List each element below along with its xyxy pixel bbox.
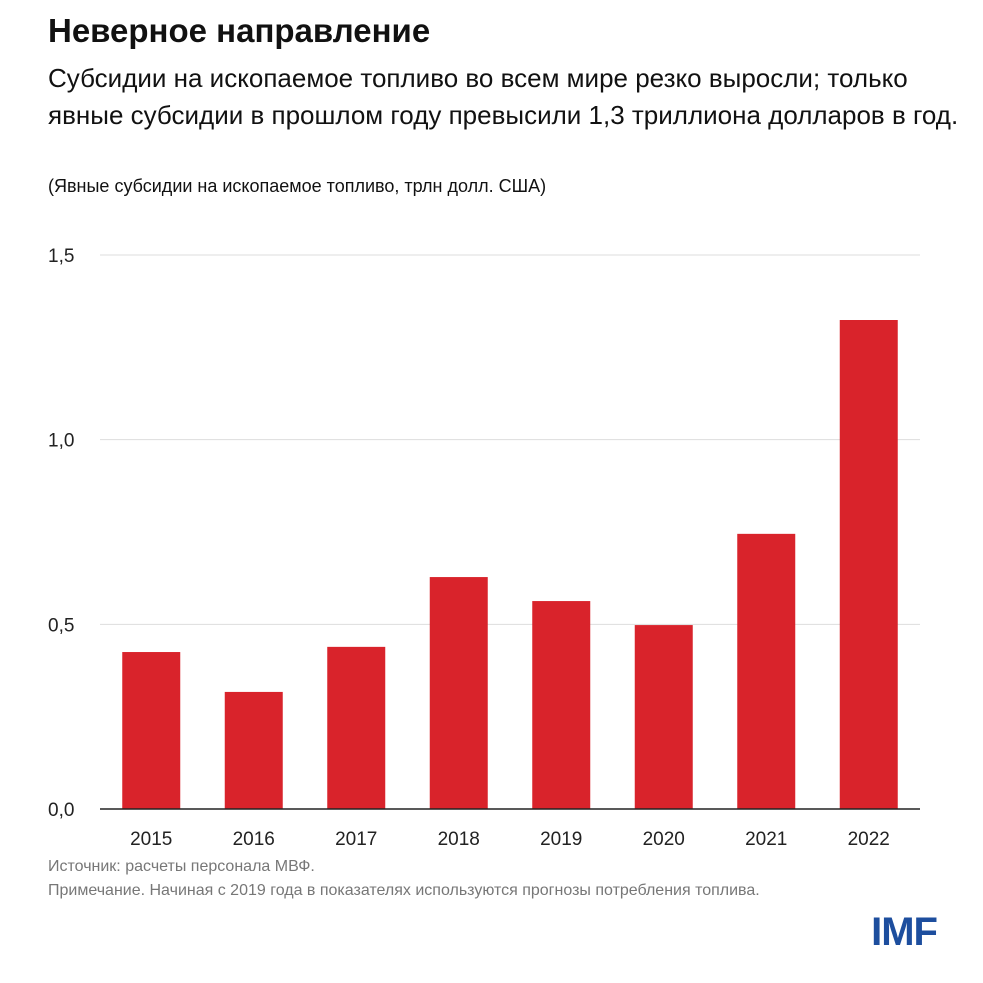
bar-2015 bbox=[122, 652, 181, 809]
source-note: Источник: расчеты персонала МВФ. bbox=[48, 858, 315, 875]
unit-note: (Явные субсидии на ископаемое топливо, т… bbox=[48, 176, 547, 196]
footnote: Примечание. Начиная с 2019 года в показа… bbox=[48, 882, 760, 899]
y-tick-label: 1,5 bbox=[48, 246, 74, 267]
bar-chart: 0,0 0,5 1,0 1,5 2015 2016 2017 2018 2019 2020 2021… bbox=[48, 246, 920, 850]
x-tick-label: 2016 bbox=[233, 829, 275, 850]
x-tick-label: 2021 bbox=[745, 829, 787, 850]
imf-logo: IMF bbox=[871, 910, 938, 954]
bar-2022 bbox=[839, 320, 898, 809]
bar-2016 bbox=[224, 691, 283, 809]
x-tick-label: 2017 bbox=[335, 829, 377, 850]
x-tick-label: 2022 bbox=[848, 829, 890, 850]
bar-2020 bbox=[634, 625, 693, 809]
chart-subtitle: Субсидии на ископаемое топливо во всем м… bbox=[48, 63, 959, 130]
y-tick-label: 0,0 bbox=[48, 800, 74, 821]
x-tick-label: 2019 bbox=[540, 829, 582, 850]
x-tick-label: 2018 bbox=[438, 829, 480, 850]
y-tick-label: 0,5 bbox=[48, 615, 74, 636]
bar-2017 bbox=[327, 646, 386, 809]
bar-2021 bbox=[737, 533, 796, 809]
chart-title: Неверное направление bbox=[48, 12, 431, 49]
bar-2018 bbox=[429, 577, 488, 809]
bar-2019 bbox=[532, 601, 591, 809]
y-tick-label: 1,0 bbox=[48, 431, 74, 452]
x-tick-label: 2020 bbox=[643, 829, 685, 850]
x-tick-label: 2015 bbox=[130, 829, 172, 850]
